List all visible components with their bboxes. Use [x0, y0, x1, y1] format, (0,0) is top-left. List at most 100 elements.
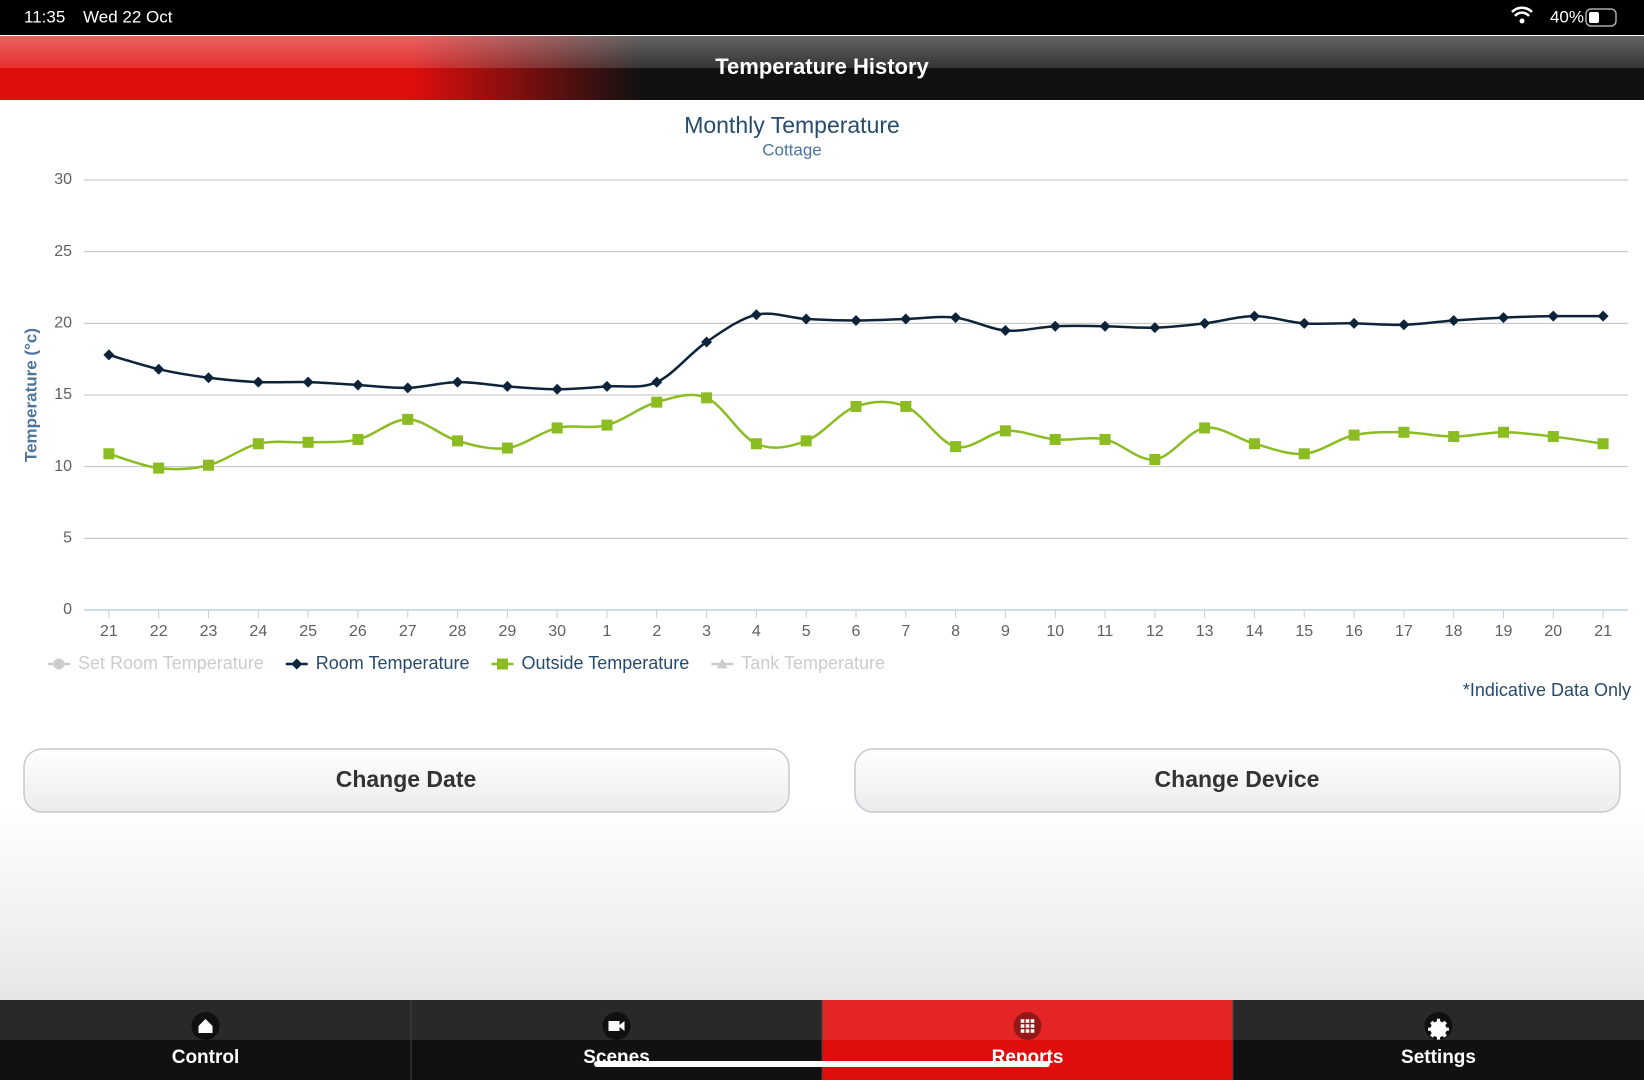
header-title: Temperature History	[715, 54, 929, 79]
x-tick-label: 7	[901, 623, 910, 640]
chart-subtitle: Cottage	[762, 140, 822, 159]
point-marker	[900, 400, 912, 412]
x-tick-label: 14	[1246, 623, 1264, 640]
point-marker	[1597, 438, 1609, 450]
y-tick-label: 5	[63, 530, 72, 547]
x-tick-label: 19	[1495, 623, 1513, 640]
tab-bar: Control Scenes Reports Settings	[0, 1000, 1644, 1080]
point-marker	[601, 419, 613, 431]
x-tick-label: 30	[548, 623, 566, 640]
wifi-icon	[1511, 6, 1533, 17]
button-bg[interactable]	[23, 748, 790, 813]
tab-label[interactable]: Settings	[1401, 1047, 1476, 1068]
tab-icon[interactable]	[1020, 1019, 1035, 1033]
point-marker	[103, 349, 115, 361]
point-marker	[701, 392, 713, 404]
button-label[interactable]: Change Date	[336, 766, 477, 792]
point-marker	[651, 376, 663, 388]
y-axis-title: Temperature (°c)	[21, 328, 40, 462]
battery-fill	[1589, 12, 1599, 23]
point-marker	[651, 396, 663, 408]
battery-level: 40%	[1550, 7, 1584, 26]
point-marker	[402, 413, 414, 425]
y-tick-label: 15	[54, 386, 72, 403]
button-label[interactable]: Change Device	[1155, 766, 1320, 792]
x-tick-label: 8	[951, 623, 960, 640]
point-marker	[601, 380, 613, 392]
x-tick-label: 2	[652, 623, 661, 640]
point-marker	[750, 438, 762, 450]
tab[interactable]: Settings	[1232, 1000, 1644, 1080]
point-marker	[1199, 317, 1211, 329]
point-marker	[1248, 438, 1260, 450]
point-marker	[800, 313, 812, 325]
point-marker	[1398, 426, 1410, 438]
point-marker	[800, 435, 812, 447]
point-marker	[203, 372, 215, 384]
x-tick-label: 3	[702, 623, 711, 640]
change-device-button[interactable]: Change Device	[854, 748, 1621, 813]
point-marker	[501, 442, 513, 454]
tab[interactable]: Control	[0, 1000, 411, 1080]
point-marker	[153, 363, 165, 375]
x-tick-label: 18	[1445, 623, 1463, 640]
x-tick-label: 11	[1097, 623, 1114, 640]
battery-icon	[1585, 8, 1617, 27]
point-marker	[501, 380, 513, 392]
point-marker	[1149, 322, 1161, 334]
tab[interactable]: Reports	[821, 1000, 1233, 1080]
status-bar	[0, 0, 1644, 35]
x-tick-label: 13	[1196, 623, 1214, 640]
point-marker	[1199, 422, 1211, 434]
tab[interactable]: Scenes	[410, 1000, 822, 1080]
legend-label[interactable]: Outside Temperature	[522, 653, 690, 673]
y-tick-label: 0	[63, 601, 72, 618]
x-tick-label: 23	[200, 623, 218, 640]
point-marker	[900, 313, 912, 325]
x-tick-label: 26	[349, 623, 367, 640]
x-tick-label: 17	[1395, 623, 1413, 640]
point-marker	[352, 379, 364, 391]
point-marker	[1099, 320, 1111, 332]
point-marker	[1547, 310, 1559, 322]
x-tick-label: 4	[752, 623, 761, 640]
point-marker	[252, 438, 264, 450]
x-tick-label: 22	[150, 623, 168, 640]
x-tick-label: 6	[852, 623, 861, 640]
tab-icon[interactable]	[608, 1021, 625, 1031]
point-marker	[153, 462, 165, 474]
button-bg[interactable]	[854, 748, 1621, 813]
point-marker	[1597, 310, 1609, 322]
status-time: 11:35	[24, 7, 65, 26]
change-date-button[interactable]: Change Date	[23, 748, 790, 813]
legend-label[interactable]: Set Room Temperature	[78, 653, 264, 673]
y-tick-label: 20	[54, 315, 72, 332]
tab-icon[interactable]	[198, 1019, 213, 1033]
x-tick-label: 27	[399, 623, 417, 640]
x-tick-label: 21	[100, 623, 118, 640]
point-marker	[1049, 433, 1061, 445]
point-marker	[302, 376, 314, 388]
point-marker	[1049, 320, 1061, 332]
x-tick-label: 25	[299, 623, 317, 640]
x-tick-label: 5	[802, 623, 811, 640]
point-marker	[452, 435, 464, 447]
legend-item[interactable]: Set Room Temperature	[48, 653, 264, 673]
point-marker	[1348, 429, 1360, 441]
legend-item[interactable]: Tank Temperature	[711, 653, 885, 673]
status-date: Wed 22 Oct	[83, 7, 173, 26]
tab-icon[interactable]	[1428, 1018, 1449, 1040]
point-marker	[1149, 454, 1161, 465]
point-marker	[452, 376, 464, 388]
tab-label[interactable]: Control	[172, 1047, 240, 1068]
point-marker	[750, 309, 762, 321]
point-marker	[1398, 319, 1410, 331]
x-tick-label: 1	[603, 623, 612, 640]
legend-item[interactable]: Outside Temperature	[491, 653, 690, 673]
legend-marker	[716, 658, 728, 669]
legend-item[interactable]: Room Temperature	[285, 653, 470, 673]
point-marker	[1298, 448, 1310, 460]
legend-label[interactable]: Room Temperature	[316, 653, 470, 673]
legend-label[interactable]: Tank Temperature	[741, 653, 885, 673]
